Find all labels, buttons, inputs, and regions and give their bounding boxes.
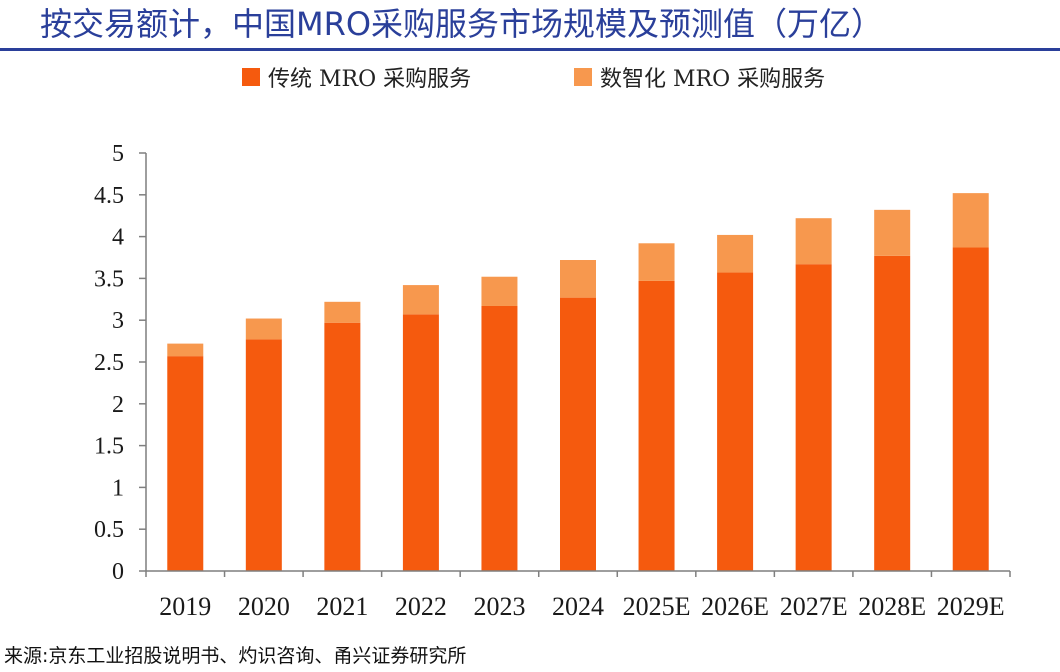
y-tick-label: 3.5: [94, 266, 124, 292]
x-tick-label: 2028E: [858, 592, 926, 621]
bar-digital-2026e: [717, 234, 754, 273]
y-tick-label: 2.5: [94, 350, 124, 376]
bar-traditional-2027e: [795, 264, 832, 571]
y-tick-label: 4: [112, 225, 124, 251]
x-tick-label: 2019: [159, 592, 211, 621]
bar-digital-2022: [402, 285, 439, 315]
x-tick-label: 2026E: [701, 592, 769, 621]
y-tick-label: 1.5: [94, 434, 124, 460]
title-divider: [0, 48, 1060, 51]
bar-digital-2029e: [952, 193, 989, 248]
bar-traditional-2024: [560, 297, 596, 571]
y-tick-label: 0: [112, 559, 124, 585]
bar-digital-2019: [167, 343, 204, 357]
x-tick-label: 2020: [238, 592, 290, 621]
bar-traditional-2021: [324, 322, 361, 571]
bar-traditional-2025e: [638, 280, 675, 571]
bar-digital-2025e: [638, 243, 675, 281]
legend-label-traditional: 传统 MRO 采购服务: [268, 67, 471, 92]
y-tick-label: 0.5: [94, 517, 124, 543]
bar-traditional-2029e: [952, 247, 989, 571]
x-tick-label: 2022: [395, 592, 447, 621]
y-tick-label: 3: [112, 308, 124, 334]
source-note: 来源:京东工业招股说明书、灼识咨询、甬兴证券研究所: [4, 645, 467, 667]
x-tick-label: 2024: [552, 592, 604, 621]
legend-swatch-digital: [574, 68, 592, 86]
legend-label-digital: 数智化 MRO 采购服务: [600, 67, 825, 92]
x-tick-label: 2029E: [937, 592, 1005, 621]
bar-chart: 传统 MRO 采购服务 数智化 MRO 采购服务 0 0.5 1 1.5 2 2.5 3 3.5…: [94, 67, 1011, 621]
bar-digital-2021: [324, 301, 361, 323]
chart-axes: 0 0.5 1 1.5 2 2.5 3 3.5 4 4.5 5 2019 2020 2021 2022 202…: [94, 141, 1011, 621]
x-tick-label: 2027E: [780, 592, 848, 621]
bar-traditional-2023: [481, 305, 518, 571]
bar-digital-2023: [481, 276, 518, 306]
bar-traditional-2026e: [717, 272, 754, 571]
y-tick-label: 5: [112, 141, 124, 167]
legend-swatch-traditional: [242, 68, 260, 86]
bar-traditional-2022: [402, 314, 439, 571]
y-tick-label: 1: [112, 475, 124, 501]
bar-digital-2024: [560, 260, 596, 298]
y-tick-label: 4.5: [94, 183, 124, 209]
y-tick-label: 2: [112, 392, 124, 418]
bar-group: [167, 193, 989, 571]
bar-digital-2027e: [795, 218, 832, 265]
bar-digital-2020: [245, 318, 282, 340]
bar-traditional-2028e: [874, 255, 911, 571]
x-tick-label: 2023: [473, 592, 525, 621]
bar-digital-2028e: [874, 209, 911, 256]
x-tick-label: 2021: [316, 592, 368, 621]
chart-legend: 传统 MRO 采购服务 数智化 MRO 采购服务: [242, 67, 825, 92]
page-title: 按交易额计，中国MRO采购服务市场规模及预测值（万亿）: [40, 5, 884, 43]
x-tick-label: 2025E: [623, 592, 691, 621]
bar-traditional-2020: [245, 339, 282, 571]
bar-traditional-2019: [167, 356, 204, 571]
